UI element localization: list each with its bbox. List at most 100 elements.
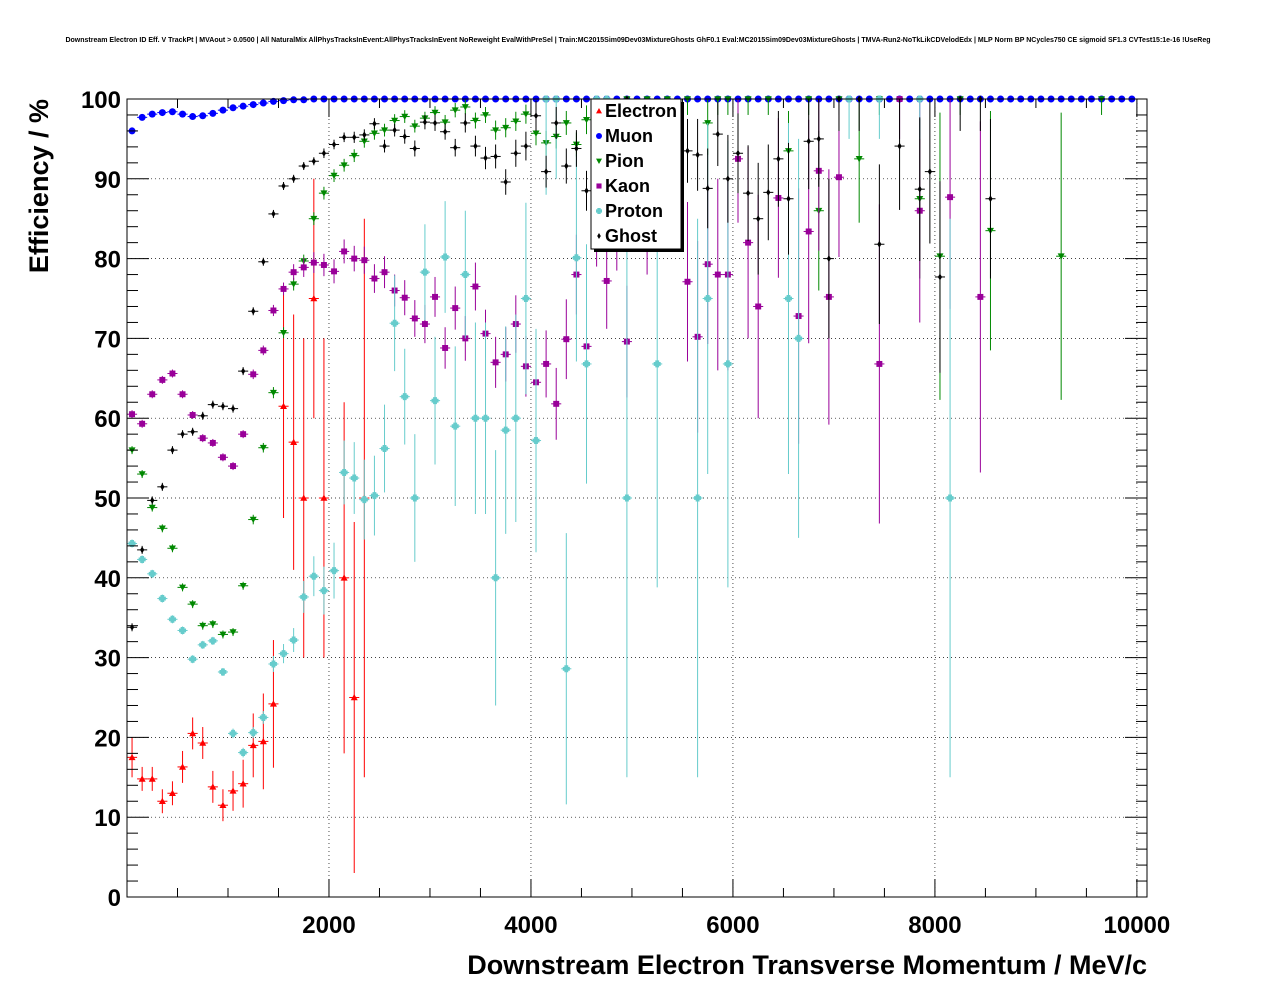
data-point-pion bbox=[168, 545, 176, 552]
data-point-proton bbox=[128, 539, 136, 547]
data-point-proton bbox=[259, 713, 267, 721]
data-point-ghost bbox=[533, 112, 539, 120]
data-point-proton bbox=[370, 492, 378, 500]
data-point-proton bbox=[330, 567, 338, 575]
data-point-proton bbox=[653, 360, 661, 368]
data-point-pion bbox=[381, 127, 389, 134]
y-tick-label: 50 bbox=[94, 486, 121, 513]
data-point-ghost bbox=[493, 152, 498, 160]
data-point-ghost bbox=[745, 189, 751, 197]
data-point-ghost bbox=[412, 144, 417, 152]
data-point-kaon bbox=[129, 411, 136, 418]
data-point-kaon bbox=[240, 431, 247, 438]
data-point-kaon bbox=[199, 435, 206, 442]
data-point-ghost bbox=[735, 149, 741, 157]
data-point-ghost bbox=[281, 182, 286, 190]
data-point-ghost bbox=[523, 142, 529, 150]
data-point-ghost bbox=[362, 131, 367, 139]
data-point-proton bbox=[522, 295, 530, 303]
data-point-proton bbox=[471, 414, 479, 422]
data-point-kaon bbox=[179, 391, 186, 398]
data-point-kaon bbox=[714, 271, 721, 278]
y-tick-label: 70 bbox=[94, 326, 121, 353]
data-point-kaon bbox=[603, 277, 610, 284]
data-point-pion bbox=[512, 118, 520, 125]
data-point-pion bbox=[532, 130, 540, 137]
legend-marker-kaon bbox=[596, 183, 602, 189]
data-point-pion bbox=[522, 111, 530, 118]
data-point-kaon bbox=[230, 463, 237, 470]
data-point-kaon bbox=[371, 275, 378, 282]
data-point-ghost bbox=[261, 258, 266, 266]
data-point-proton bbox=[350, 474, 358, 482]
data-point-proton bbox=[482, 414, 490, 422]
data-point-pion bbox=[562, 120, 570, 127]
data-point-proton bbox=[562, 665, 570, 673]
legend-label-proton: Proton bbox=[605, 201, 663, 221]
data-point-pion bbox=[280, 330, 288, 337]
data-point-muon bbox=[209, 109, 217, 117]
legend-label-pion: Pion bbox=[605, 151, 644, 171]
data-point-pion bbox=[1057, 253, 1065, 260]
data-point-ghost bbox=[685, 147, 690, 155]
data-point-muon bbox=[158, 109, 166, 117]
data-point-electron bbox=[158, 797, 166, 805]
data-point-kaon bbox=[341, 248, 348, 255]
data-point-ghost bbox=[200, 412, 205, 420]
data-point-proton bbox=[158, 595, 166, 603]
data-point-electron bbox=[350, 694, 358, 701]
data-point-proton bbox=[249, 729, 257, 737]
y-tick-label: 90 bbox=[94, 167, 121, 194]
data-point-ghost bbox=[443, 128, 448, 136]
data-point-proton bbox=[451, 422, 459, 430]
data-point-proton bbox=[138, 555, 146, 563]
data-point-ghost bbox=[190, 428, 195, 436]
data-point-ghost bbox=[372, 120, 377, 128]
data-point-ghost bbox=[230, 405, 236, 413]
y-tick-label: 60 bbox=[94, 406, 121, 433]
data-point-ghost bbox=[554, 119, 559, 127]
legend-label-muon: Muon bbox=[605, 126, 653, 146]
data-point-ghost bbox=[140, 546, 145, 554]
data-point-muon bbox=[249, 101, 257, 109]
data-point-kaon bbox=[452, 305, 459, 312]
data-point-kaon bbox=[320, 262, 327, 268]
data-point-proton bbox=[784, 295, 792, 303]
data-point-muon bbox=[229, 104, 237, 112]
data-point-pion bbox=[340, 162, 348, 169]
data-point-electron bbox=[189, 729, 197, 737]
data-point-electron bbox=[280, 402, 288, 410]
data-point-pion bbox=[502, 124, 510, 132]
data-point-proton bbox=[189, 655, 197, 663]
data-point-pion bbox=[189, 601, 197, 608]
legend-label-kaon: Kaon bbox=[605, 176, 650, 196]
data-point-pion bbox=[269, 389, 277, 397]
data-point-ghost bbox=[564, 162, 569, 170]
data-point-proton bbox=[431, 397, 439, 405]
x-tick-label: 8000 bbox=[908, 912, 961, 939]
data-point-pion bbox=[471, 117, 479, 125]
data-point-ghost bbox=[160, 483, 165, 491]
data-point-proton bbox=[239, 749, 247, 757]
data-point-kaon bbox=[745, 239, 752, 246]
data-point-proton bbox=[441, 253, 449, 261]
data-point-ghost bbox=[756, 215, 761, 223]
data-point-ghost bbox=[483, 154, 488, 162]
data-point-proton bbox=[461, 271, 469, 279]
data-point-ghost bbox=[342, 133, 347, 141]
data-point-muon bbox=[280, 97, 288, 105]
data-point-ghost bbox=[392, 126, 397, 134]
legend-marker-muon bbox=[596, 133, 602, 139]
legend-label-electron: Electron bbox=[605, 101, 677, 121]
data-point-ghost bbox=[725, 175, 730, 183]
data-point-proton bbox=[310, 572, 318, 580]
series-ghost bbox=[127, 95, 996, 632]
data-point-ghost bbox=[422, 118, 428, 126]
data-point-ghost bbox=[715, 130, 720, 138]
x-tick-label: 4000 bbox=[504, 912, 557, 939]
data-point-kaon bbox=[805, 228, 812, 235]
data-point-ghost bbox=[321, 149, 327, 157]
data-point-kaon bbox=[442, 345, 449, 351]
data-point-pion bbox=[209, 621, 217, 628]
